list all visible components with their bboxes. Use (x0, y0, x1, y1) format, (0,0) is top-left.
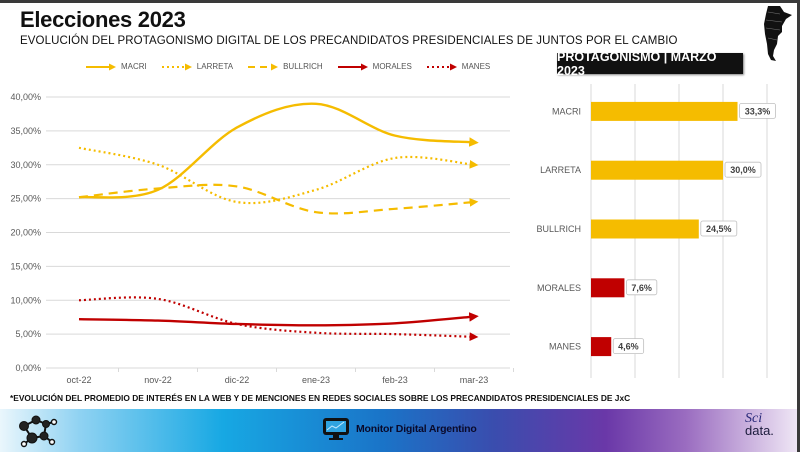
bar-value-label: 30,0% (730, 165, 756, 175)
bar-chart: MACRI 33,3% LARRETA 30,0% BULLRICH 24,5% MORAL… (536, 84, 776, 378)
y-tick-label: 15,00% (10, 261, 41, 271)
bar-value-label: 4,6% (618, 342, 639, 352)
y-tick-label: 40,00% (10, 92, 41, 102)
legend-swatch-icon (426, 63, 457, 70)
x-tick-label: ene-23 (302, 375, 330, 385)
monitor-icon (323, 418, 349, 440)
bar-larreta (591, 160, 723, 180)
x-tick-label: nov-22 (144, 375, 172, 385)
scidata-logo-top: Sci (745, 411, 763, 426)
legend-item-morales: MORALES (337, 62, 412, 71)
x-tick-label: oct-22 (66, 375, 91, 385)
legend-label: LARRETA (196, 62, 234, 71)
x-tick-label: dic-22 (225, 375, 250, 385)
bar-value-label-box (739, 103, 776, 119)
legend-label: MORALES (372, 62, 412, 71)
bar-manes (591, 337, 612, 357)
argentina-map-icon (764, 6, 792, 61)
footnote: *EVOLUCIÓN DEL PROMEDIO DE INTERÉS EN LA… (10, 393, 631, 403)
legend-swatch-icon (161, 63, 192, 70)
legend-swatch-icon (337, 63, 368, 70)
monitor-digital-label: Monitor Digital Argentino (356, 423, 477, 435)
legend-item-manes: MANES (426, 62, 490, 71)
scidata-logo-bottom: data. (745, 423, 774, 438)
y-tick-label: 35,00% (10, 126, 41, 136)
page-subtitle: EVOLUCIÓN DEL PROTAGONISMO DIGITAL DE LO… (20, 35, 678, 47)
monitor-digital-brand: Monitor Digital Argentino (322, 417, 477, 441)
y-tick-label: 5,00% (15, 329, 41, 339)
frame-top-border (0, 0, 800, 3)
line-chart-legend: MACRI LARRETA BULLRICH MORALES MANES (85, 62, 490, 71)
scidata-logo: Sci data. (745, 411, 774, 438)
bar-value-label: 24,5% (706, 224, 732, 234)
line-chart: 0,00% 5,00% 10,00% 15,00% 20,00% 25,00% 30,00%… (10, 92, 514, 385)
line-series-morales (78, 312, 479, 327)
line-series-macri (78, 102, 479, 199)
legend-item-bullrich: BULLRICH (247, 62, 323, 71)
page-title: Elecciones 2023 (20, 7, 186, 32)
bar-value-label-box (724, 161, 762, 178)
legend-item-larreta: LARRETA (161, 62, 233, 71)
bar-morales (591, 278, 625, 298)
bar-value-label-box (612, 338, 645, 355)
bar-value-label-box (626, 279, 658, 296)
x-tick-label: mar-23 (460, 375, 489, 385)
legend-label: MACRI (121, 62, 147, 71)
footer-banner: Monitor Digital Argentino Sci data. (0, 409, 797, 452)
legend-swatch-icon (86, 63, 116, 70)
y-tick-label: 20,00% (10, 228, 41, 238)
network-icon (19, 415, 58, 448)
bar-category-label: LARRETA (540, 165, 581, 175)
bar-category-label: MANES (549, 342, 581, 352)
bar-category-label: MORALES (537, 283, 581, 293)
legend-item-macri: MACRI (85, 62, 147, 71)
bar-macri (591, 101, 738, 121)
bar-value-label: 33,3% (745, 106, 771, 116)
bar-category-label: BULLRICH (536, 224, 581, 234)
legend-swatch-icon (248, 63, 279, 70)
line-series-bullrich (78, 183, 479, 215)
y-tick-label: 25,00% (10, 194, 41, 204)
legend-label: MANES (461, 62, 491, 71)
bar-value-label-box (700, 220, 738, 237)
x-tick-label: feb-23 (382, 375, 408, 385)
line-series-larreta (78, 146, 479, 205)
frame-right-border (797, 0, 800, 452)
bar-value-label: 7,6% (631, 283, 652, 293)
bar-bullrich (591, 219, 699, 239)
y-tick-label: 10,00% (10, 295, 41, 305)
bar-category-label: MACRI (552, 106, 581, 116)
legend-label: BULLRICH (283, 62, 323, 71)
y-tick-label: 30,00% (10, 160, 41, 170)
y-tick-label: 0,00% (15, 363, 41, 373)
